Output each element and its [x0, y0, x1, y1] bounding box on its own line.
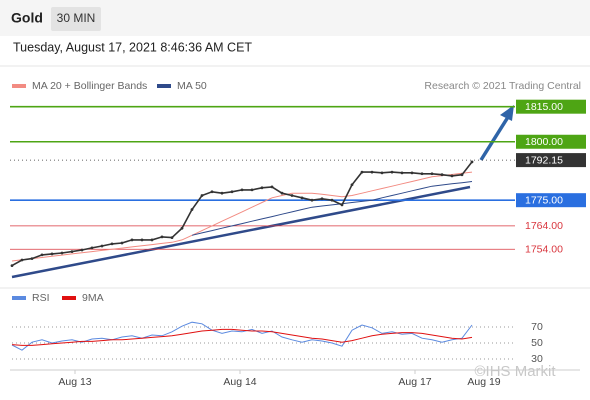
- legend-swatch: [12, 84, 26, 88]
- y-tick-label: 70: [531, 321, 543, 333]
- level-label: 1792.15: [525, 154, 563, 166]
- price-point: [460, 173, 464, 177]
- price-point: [190, 208, 194, 211]
- trend-line: [11, 185, 471, 279]
- price-point: [410, 171, 414, 175]
- price-point: [170, 236, 174, 239]
- price-point: [50, 252, 54, 256]
- y-tick-label: 30: [531, 353, 543, 365]
- price-point: [140, 238, 144, 242]
- price-point: [470, 160, 474, 164]
- price-point: [420, 172, 424, 176]
- price-point: [200, 194, 204, 197]
- legend-label: MA 20 + Bollinger Bands: [32, 80, 147, 92]
- price-point: [290, 194, 294, 197]
- price-point: [340, 203, 344, 207]
- price-point: [400, 171, 404, 175]
- series-line: [191, 181, 473, 236]
- level-box: [516, 134, 586, 149]
- price-point: [390, 170, 394, 174]
- series-line: [11, 328, 473, 346]
- price-point: [220, 191, 224, 195]
- price-point: [210, 190, 214, 194]
- series-line: [11, 171, 473, 262]
- forecast-arrow: [479, 116, 510, 161]
- price-point: [160, 235, 164, 239]
- x-tick-label: Aug 14: [223, 376, 256, 388]
- price-point: [180, 226, 184, 230]
- timestamp: Tuesday, August 17, 2021 8:46:36 AM CET: [13, 40, 252, 54]
- price-point: [90, 246, 94, 250]
- price-point: [70, 250, 74, 254]
- x-tick-label: Aug 17: [398, 376, 431, 388]
- price-point: [150, 238, 154, 242]
- x-tick-label: Aug 19: [467, 376, 500, 388]
- arrow-head: [500, 105, 514, 121]
- price-point: [330, 198, 334, 202]
- legend-swatch: [62, 296, 76, 300]
- x-tick-label: Aug 13: [58, 376, 91, 388]
- watermark: ©IHS Markit: [474, 363, 556, 380]
- price-point: [380, 171, 384, 175]
- price-point: [300, 196, 304, 200]
- y-tick-label: 50: [531, 337, 543, 349]
- level-label: 1800.00: [525, 136, 563, 148]
- price-point: [240, 188, 244, 192]
- level-box: [516, 99, 586, 114]
- source: Research © 2021 Trading Central: [424, 80, 581, 92]
- legend-label: RSI: [32, 292, 50, 304]
- price-point: [310, 198, 314, 202]
- price-point: [350, 183, 354, 187]
- price-point: [130, 238, 134, 242]
- price-point: [320, 197, 324, 201]
- series-line: [11, 321, 473, 351]
- price-point: [120, 241, 124, 245]
- price-point: [80, 248, 84, 252]
- price-point: [280, 191, 284, 195]
- price-point: [370, 170, 374, 174]
- price-point: [40, 253, 44, 257]
- price-point: [60, 251, 64, 255]
- legend-swatch: [157, 84, 171, 88]
- level-label: 1764.00: [525, 220, 563, 232]
- price-point: [450, 174, 454, 178]
- price-point: [430, 172, 434, 176]
- level-label: 1754.00: [525, 244, 563, 256]
- level-label: 1775.00: [525, 194, 563, 206]
- legend-label: MA 50: [177, 80, 207, 92]
- legend-label: 9MA: [82, 292, 104, 304]
- price-point: [10, 264, 14, 268]
- price-point: [110, 242, 114, 246]
- title: Gold: [11, 10, 43, 26]
- interval-button[interactable]: [51, 7, 101, 31]
- price-point: [230, 190, 234, 194]
- price-point: [270, 185, 274, 189]
- level-box: [516, 193, 586, 208]
- legend-swatch: [12, 296, 26, 300]
- price-point: [30, 257, 34, 261]
- level-box: [516, 153, 586, 168]
- price-point: [250, 188, 254, 192]
- price-point: [20, 258, 24, 262]
- price-point: [260, 186, 264, 190]
- interval-label[interactable]: 30 MIN: [57, 11, 96, 25]
- level-label: 1815.00: [525, 101, 563, 113]
- price-point: [100, 244, 104, 248]
- price-point: [360, 170, 364, 174]
- price-point: [440, 173, 444, 177]
